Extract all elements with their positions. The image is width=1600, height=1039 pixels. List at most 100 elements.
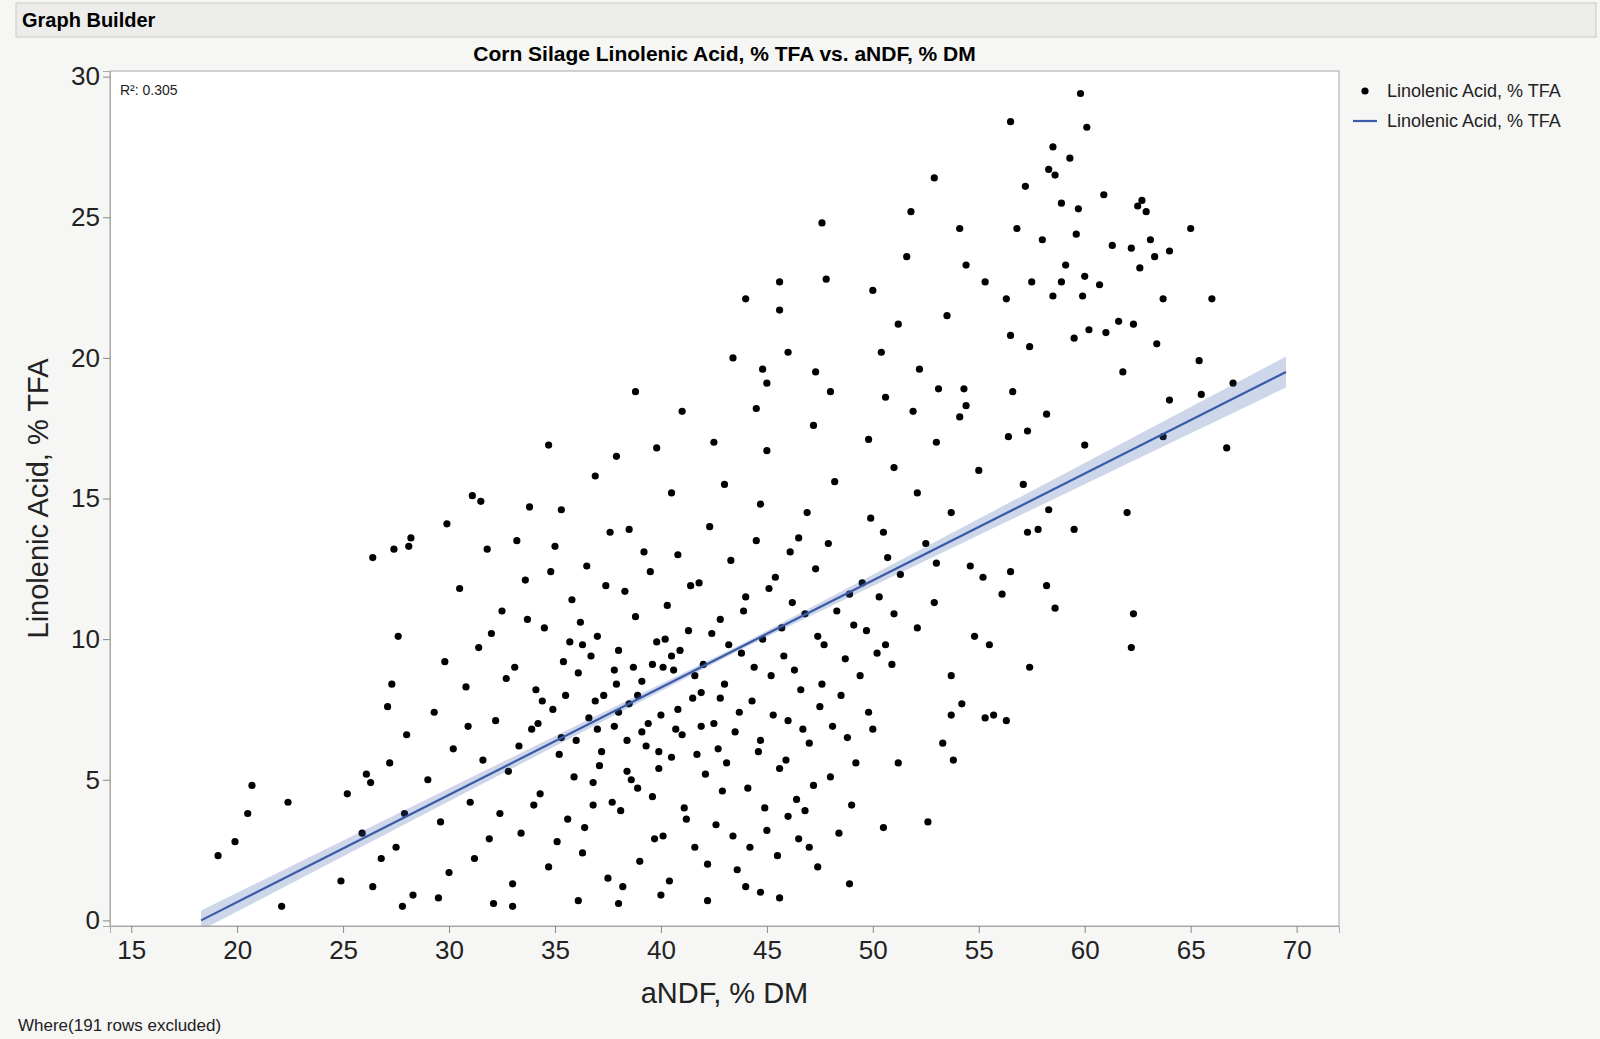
point <box>831 478 838 485</box>
y-tick-mark <box>103 499 110 500</box>
point <box>626 526 633 533</box>
point <box>776 765 783 772</box>
point <box>547 568 554 575</box>
point <box>636 858 643 865</box>
point <box>545 863 552 870</box>
point <box>659 664 666 671</box>
point <box>1043 411 1050 418</box>
point <box>719 787 726 794</box>
point <box>424 776 431 783</box>
point <box>613 681 620 688</box>
y-tick: 30 <box>71 61 110 91</box>
point <box>1043 582 1050 589</box>
point <box>1026 664 1033 671</box>
point <box>479 756 486 763</box>
point <box>647 568 654 575</box>
point <box>695 579 702 586</box>
point <box>645 720 652 727</box>
point <box>823 276 830 283</box>
point <box>1166 247 1173 254</box>
x-tick-mark <box>767 926 768 933</box>
point <box>1119 368 1126 375</box>
x-tick-mark <box>661 926 662 933</box>
point <box>1143 208 1150 215</box>
confidence-band <box>201 356 1286 926</box>
point <box>598 748 605 755</box>
point <box>787 548 794 555</box>
point <box>590 801 597 808</box>
point <box>666 877 673 884</box>
point <box>363 771 370 778</box>
point <box>960 385 967 392</box>
point <box>873 650 880 657</box>
point <box>791 666 798 673</box>
marks <box>201 90 1286 926</box>
point <box>761 804 768 811</box>
point <box>829 723 836 730</box>
point <box>971 633 978 640</box>
point <box>456 585 463 592</box>
point <box>405 543 412 550</box>
point <box>450 745 457 752</box>
point <box>852 759 859 766</box>
y-tick: 15 <box>71 483 110 513</box>
point <box>492 717 499 724</box>
point <box>369 554 376 561</box>
x-tick-label: 30 <box>435 935 464 965</box>
point <box>568 596 575 603</box>
point <box>998 591 1005 598</box>
point <box>662 636 669 643</box>
point <box>609 799 616 806</box>
point <box>751 664 758 671</box>
point <box>511 664 518 671</box>
point <box>825 540 832 547</box>
point <box>742 593 749 600</box>
point <box>594 726 601 733</box>
point <box>465 723 472 730</box>
legend-line <box>1353 120 1377 122</box>
point <box>975 467 982 474</box>
point <box>587 652 594 659</box>
plot-frame <box>110 71 1339 926</box>
x-tick-label: 40 <box>647 935 676 965</box>
point <box>765 585 772 592</box>
point <box>990 711 997 718</box>
header: Graph Builder <box>22 9 156 31</box>
point <box>1130 610 1137 617</box>
point <box>649 661 656 668</box>
point <box>486 835 493 842</box>
point <box>484 546 491 553</box>
point <box>539 697 546 704</box>
point <box>632 613 639 620</box>
point <box>573 737 580 744</box>
point <box>715 745 722 752</box>
point <box>388 681 395 688</box>
point <box>948 711 955 718</box>
point <box>1075 205 1082 212</box>
point <box>1045 506 1052 513</box>
point <box>431 709 438 716</box>
point <box>685 627 692 634</box>
point <box>956 413 963 420</box>
point <box>471 855 478 862</box>
point <box>344 790 351 797</box>
point <box>581 824 588 831</box>
point <box>833 607 840 614</box>
point <box>549 706 556 713</box>
point <box>742 295 749 302</box>
point <box>407 534 414 541</box>
point <box>755 748 762 755</box>
point <box>611 723 618 730</box>
point <box>284 799 291 806</box>
y-tick-mark <box>103 358 110 359</box>
point <box>916 366 923 373</box>
point <box>1007 118 1014 125</box>
point <box>793 796 800 803</box>
point <box>634 785 641 792</box>
point <box>706 523 713 530</box>
point <box>653 444 660 451</box>
point <box>655 765 662 772</box>
point <box>818 219 825 226</box>
point <box>1049 143 1056 150</box>
point <box>895 759 902 766</box>
